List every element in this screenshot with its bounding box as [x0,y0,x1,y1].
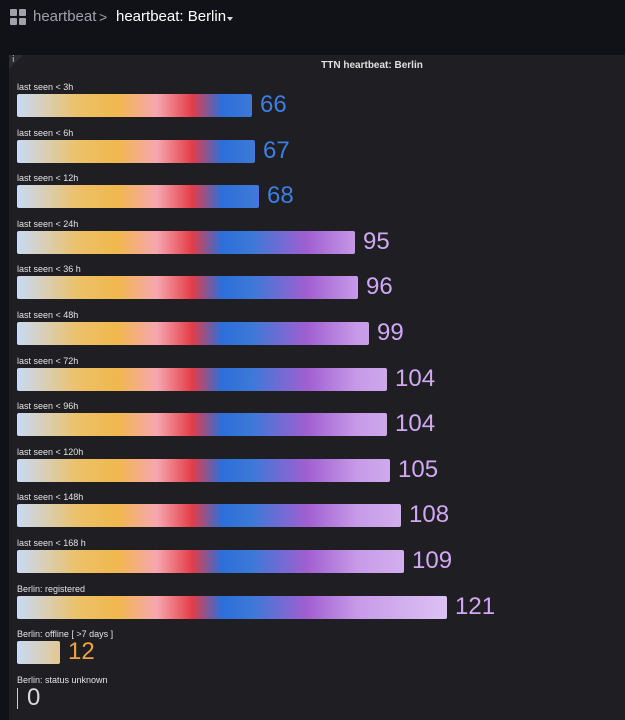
gauge-bar-gradient [17,550,404,573]
dashboard-title[interactable]: heartbeat: Berlin [116,8,227,25]
gauge-bar [17,230,355,254]
gauge-row: Berlin: status unknown 0 [9,674,625,719]
gauge-row: last seen < 24h 95 [9,218,625,263]
gauge-bar-gradient [17,367,387,391]
gauge-row-value: 99 [377,319,404,346]
gauge-row-label: last seen < 48h [17,310,79,320]
gauge-row-label: last seen < 24h [17,218,79,229]
gauge-row-value: 0 [27,683,41,711]
gauge-bar-gradient [17,185,259,209]
gauge-row: last seen < 168 h 109 [9,537,625,582]
panel-title[interactable]: TTN heartbeat: Berlin [321,60,423,71]
gauge-row: last seen < 6h 67 [9,127,625,172]
gauge-bar-gradient [17,504,401,528]
top-nav-bar: heartbeat > heartbeat: Berlin [0,0,625,48]
dashboards-grid-icon[interactable] [10,9,26,25]
gauge-bar-gradient [17,276,358,300]
gauge-row-value: 68 [267,182,294,210]
gauge-row-label: last seen < 148h [17,492,84,503]
gauge-row: last seen < 148h 108 [9,491,625,536]
gauge-bar-gradient [17,641,60,665]
gauge-row-label: last seen < 72h [17,355,79,366]
gauge-bar-gradient [17,94,252,117]
gauge-row-value: 105 [398,455,439,483]
gauge-row-label: last seen < 36 h [17,264,81,275]
gauge-bar [17,641,60,665]
gauge-row-value: 121 [455,592,496,620]
breadcrumb-chevron-right-icon: > [99,9,108,25]
gauge-row-value: 66 [260,91,287,118]
gauge-bar [17,139,255,163]
gauge-bar-empty [17,687,18,709]
gauge-row: last seen < 36 h 96 [9,263,625,308]
gauge-bar [17,185,259,209]
gauge-row-value: 12 [68,638,95,666]
gauge-row-label: Berlin: registered [17,583,86,594]
gauge-bar [17,550,404,573]
gauge-row-label: last seen < 96h [17,401,79,412]
gauge-row-value: 67 [263,136,290,164]
gauge-row: last seen < 96h 104 [9,400,625,445]
gauge-bar [17,413,387,437]
gauge-row-label: last seen < 3h [17,82,74,92]
gauge-bar-gradient [17,322,369,345]
gauge-row-label: Berlin: status unknown [17,674,108,685]
gauge-row-label: last seen < 120h [17,446,84,457]
gauge-row: Berlin: registered 121 [9,583,625,628]
gauge-row-value: 109 [412,547,453,574]
gauge-row: last seen < 72h 104 [9,355,625,400]
gauge-bar [17,595,447,619]
gauge-row: last seen < 120h 105 [9,446,625,491]
gauge-row: last seen < 3h 66 [9,81,625,126]
gauge-bar-gradient [17,458,390,482]
gauge-row: last seen < 48h 99 [9,309,625,354]
gauge-row-value: 104 [395,364,436,392]
gauge-bar [17,367,387,391]
dashboard-caret-down-icon[interactable] [227,17,233,21]
gauge-bar [17,504,401,528]
gauge-row-label: Berlin: offline [ >7 days ] [17,629,114,640]
gauge-bar-gradient [17,230,355,254]
gauge-row-label: last seen < 12h [17,173,79,184]
gauge-row-value: 96 [366,273,393,301]
gauge-row-value: 95 [363,227,390,255]
gauge-bar-gradient [17,139,255,163]
gauge-row: Berlin: offline [ >7 days ] 12 [9,628,625,673]
panel-info-corner[interactable] [9,55,23,69]
gauge-bar-gradient [17,595,447,619]
gauge-row-value: 104 [395,410,436,438]
gauge-row: last seen < 12h 68 [9,172,625,217]
gauge-bar [17,94,252,117]
breadcrumb-folder-link[interactable]: heartbeat [33,8,97,25]
gauge-row-label: last seen < 6h [17,127,74,138]
info-icon[interactable]: i [12,55,15,65]
gauge-bar [17,458,390,482]
gauge-row-label: last seen < 168 h [17,538,86,548]
bar-gauge-panel: i TTN heartbeat: Berlin last seen < 3h 66… [9,55,625,720]
gauge-bar-gradient [17,413,387,437]
gauge-row-value: 108 [409,501,450,529]
gauge-bar [17,276,358,300]
gauge-bar [17,322,369,345]
